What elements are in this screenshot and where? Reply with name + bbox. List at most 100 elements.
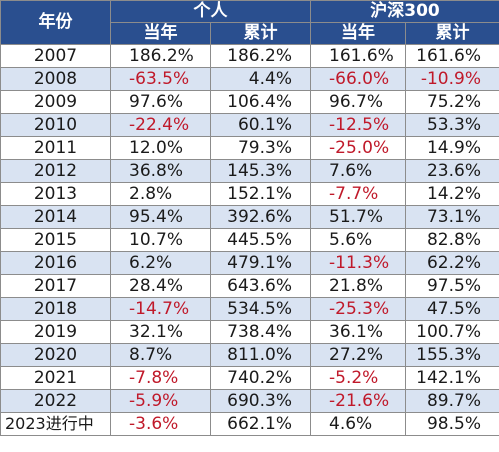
table-row: 2014 95.4% 392.6% 51.7% 73.1% [0,205,499,229]
cell-index-cumulative: 14.2% [405,182,499,206]
cell-year: 2009 [0,90,111,114]
cell-index-annual: 96.7% [310,90,406,114]
cell-personal-cumulative: 60.1% [210,113,311,137]
cell-personal-cumulative: 479.1% [210,251,311,275]
table-row: 2023进行中 -3.6% 662.1% 4.6% 98.5% [0,412,499,436]
table-row: 2022 -5.9% 690.3% -21.6% 89.7% [0,389,499,413]
header-year: 年份 [0,0,111,45]
cell-personal-annual: 8.7% [110,343,211,367]
cell-personal-cumulative: 534.5% [210,297,311,321]
table-row: 2007 186.2% 186.2% 161.6% 161.6% [0,44,499,68]
cell-year: 2021 [0,366,111,390]
cell-personal-annual: 6.2% [110,251,211,275]
cell-personal-annual: 186.2% [110,44,211,68]
cell-index-cumulative: 98.5% [405,412,499,436]
cell-year: 2020 [0,343,111,367]
cell-year: 2019 [0,320,111,344]
table-row: 2016 6.2% 479.1% -11.3% 62.2% [0,251,499,275]
table-row: 2013 2.8% 152.1% -7.7% 14.2% [0,182,499,206]
cell-index-annual: 5.6% [310,228,406,252]
cell-personal-annual: 28.4% [110,274,211,298]
cell-personal-cumulative: 445.5% [210,228,311,252]
cell-index-annual: 36.1% [310,320,406,344]
cell-year: 2016 [0,251,111,275]
table-row: 2020 8.7% 811.0% 27.2% 155.3% [0,343,499,367]
cell-index-cumulative: -10.9% [405,67,499,91]
cell-year: 2022 [0,389,111,413]
header-row-sub: 当年 累计 当年 累计 [1,22,499,45]
cell-index-cumulative: 53.3% [405,113,499,137]
cell-index-annual: -5.2% [310,366,406,390]
cell-index-annual: 21.8% [310,274,406,298]
cell-index-annual: -66.0% [310,67,406,91]
table-row: 2012 36.8% 145.3% 7.6% 23.6% [0,159,499,183]
table-header: 年份 个人 沪深300 当年 累计 当年 累计 [0,0,499,45]
cell-personal-annual: -5.9% [110,389,211,413]
cell-personal-cumulative: 811.0% [210,343,311,367]
cell-year: 2014 [0,205,111,229]
cell-personal-annual: -3.6% [110,412,211,436]
cell-index-annual: -25.3% [310,297,406,321]
cell-personal-cumulative: 145.3% [210,159,311,183]
cell-personal-annual: -63.5% [110,67,211,91]
table-row: 2010 -22.4% 60.1% -12.5% 53.3% [0,113,499,137]
cell-personal-annual: -7.8% [110,366,211,390]
cell-index-cumulative: 155.3% [405,343,499,367]
cell-index-cumulative: 100.7% [405,320,499,344]
cell-index-annual: 51.7% [310,205,406,229]
cell-personal-annual: 12.0% [110,136,211,160]
cell-index-annual: -7.7% [310,182,406,206]
header-index-cumulative: 累计 [405,22,499,45]
cell-year: 2017 [0,274,111,298]
cell-index-cumulative: 47.5% [405,297,499,321]
cell-year: 2010 [0,113,111,137]
cell-year: 2013 [0,182,111,206]
cell-personal-cumulative: 662.1% [210,412,311,436]
cell-year: 2018 [0,297,111,321]
table-row: 2015 10.7% 445.5% 5.6% 82.8% [0,228,499,252]
cell-index-cumulative: 14.9% [405,136,499,160]
table-row: 2018 -14.7% 534.5% -25.3% 47.5% [0,297,499,321]
table-row: 2017 28.4% 643.6% 21.8% 97.5% [0,274,499,298]
cell-personal-cumulative: 152.1% [210,182,311,206]
cell-personal-cumulative: 740.2% [210,366,311,390]
cell-year: 2012 [0,159,111,183]
cell-personal-annual: 95.4% [110,205,211,229]
cell-personal-annual: 97.6% [110,90,211,114]
cell-personal-annual: 10.7% [110,228,211,252]
returns-table: 年份 个人 沪深300 当年 累计 当年 累计 2007 186.2% 186.2%… [0,0,499,436]
cell-personal-cumulative: 643.6% [210,274,311,298]
cell-personal-annual: -14.7% [110,297,211,321]
cell-personal-cumulative: 738.4% [210,320,311,344]
cell-personal-annual: 32.1% [110,320,211,344]
cell-index-cumulative: 161.6% [405,44,499,68]
header-index-annual: 当年 [310,22,406,45]
cell-index-cumulative: 82.8% [405,228,499,252]
cell-year: 2007 [0,44,111,68]
table-row: 2009 97.6% 106.4% 96.7% 75.2% [0,90,499,114]
cell-index-cumulative: 75.2% [405,90,499,114]
cell-index-annual: 27.2% [310,343,406,367]
cell-personal-cumulative: 4.4% [210,67,311,91]
cell-index-cumulative: 73.1% [405,205,499,229]
cell-personal-annual: 36.8% [110,159,211,183]
cell-index-annual: -21.6% [310,389,406,413]
header-group-personal: 个人 [110,0,311,23]
cell-personal-cumulative: 392.6% [210,205,311,229]
cell-index-cumulative: 97.5% [405,274,499,298]
cell-index-annual: 4.6% [310,412,406,436]
header-group-index: 沪深300 [310,0,499,23]
cell-year: 2008 [0,67,111,91]
cell-index-annual: 161.6% [310,44,406,68]
cell-index-annual: -11.3% [310,251,406,275]
table-body: 2007 186.2% 186.2% 161.6% 161.6% 2008 -63.5% 4.… [0,44,499,436]
table-row: 2011 12.0% 79.3% -25.0% 14.9% [0,136,499,160]
cell-index-cumulative: 89.7% [405,389,499,413]
cell-year: 2015 [0,228,111,252]
header-personal-cumulative: 累计 [210,22,311,45]
cell-personal-annual: -22.4% [110,113,211,137]
cell-year: 2023进行中 [0,412,111,436]
cell-personal-cumulative: 106.4% [210,90,311,114]
cell-personal-annual: 2.8% [110,182,211,206]
